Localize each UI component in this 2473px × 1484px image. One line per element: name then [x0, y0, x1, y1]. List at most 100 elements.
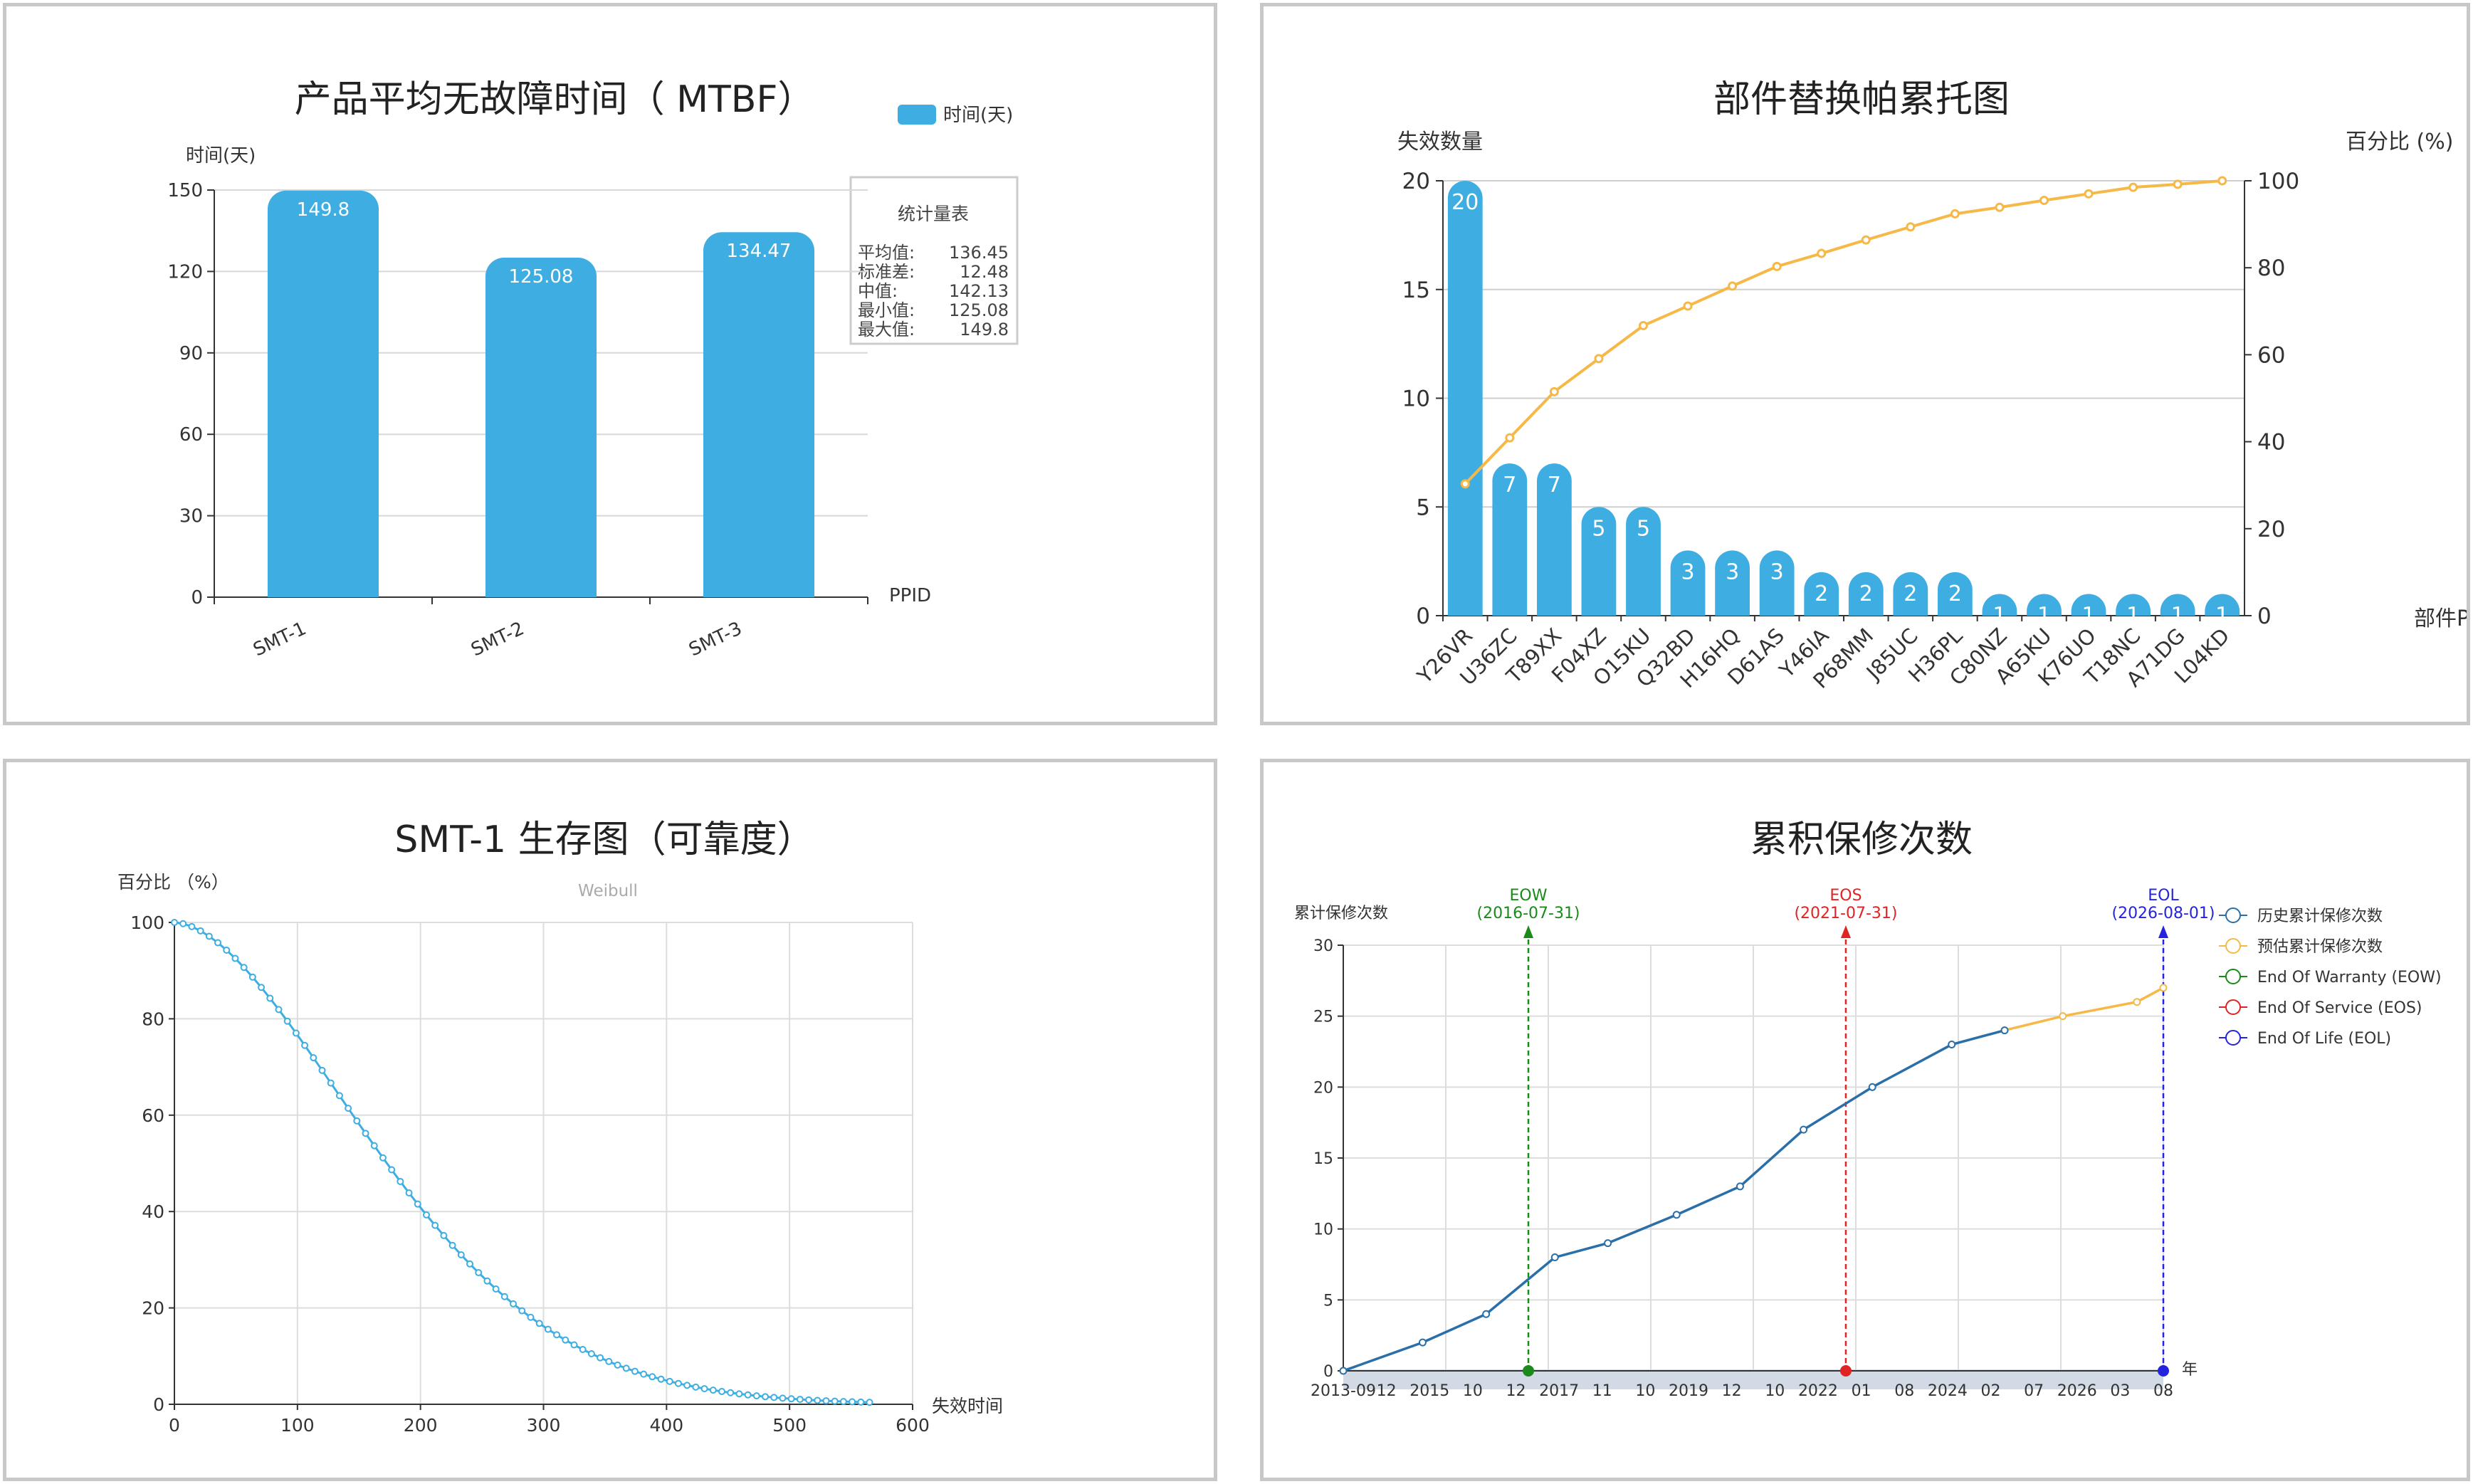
- curve-point: [362, 1130, 369, 1137]
- y-tick-label: 100: [130, 912, 164, 933]
- x-tick-label: 500: [772, 1415, 807, 1436]
- y-tick-label: 0: [191, 587, 203, 609]
- legend-label: End Of Service (EOS): [2257, 999, 2422, 1017]
- legend-label: End Of Warranty (EOW): [2257, 969, 2442, 986]
- curve-point: [475, 1269, 483, 1277]
- marker-date-label: (2016-07-31): [1477, 905, 1580, 922]
- curve-point: [431, 1221, 439, 1229]
- curve-point: [709, 1386, 717, 1394]
- cumulative-point: [2128, 182, 2138, 192]
- marker-point: [2158, 1365, 2169, 1377]
- x-tick-label: 0: [169, 1415, 180, 1436]
- history-point: [1339, 1367, 1348, 1375]
- curve-point: [214, 939, 222, 947]
- legend-swatch: [898, 105, 936, 125]
- curve-point: [518, 1307, 526, 1315]
- marker-point: [1839, 1365, 1852, 1377]
- curve-point: [544, 1325, 552, 1333]
- cumulative-point: [1728, 281, 1738, 291]
- curve-point: [831, 1397, 839, 1405]
- curve-point: [405, 1189, 413, 1197]
- x-tick-label: 11: [1592, 1382, 1612, 1400]
- y-tick-label: 20: [1402, 169, 1430, 194]
- cumulative-point: [1683, 301, 1693, 311]
- y2-tick-label: 20: [2257, 517, 2285, 542]
- x-tick-label: SMT-1: [250, 618, 310, 661]
- curve-point: [674, 1379, 682, 1387]
- x-axis-label: PPID: [889, 585, 931, 606]
- bar: [1848, 572, 1884, 616]
- legend-label: 时间(天): [943, 105, 1013, 126]
- curve-point: [171, 919, 178, 926]
- x-tick-label: 2013-09: [1311, 1382, 1376, 1400]
- x-tick-label: SMT-3: [686, 618, 745, 661]
- cumulative-point: [1817, 248, 1827, 258]
- cumulative-point: [1772, 261, 1782, 271]
- x-axis-label: 年: [2182, 1361, 2198, 1379]
- curve-point: [796, 1396, 804, 1404]
- y-axis-label: 失效数量: [1397, 130, 1483, 154]
- x-axis-label: 部件PN: [2414, 606, 2467, 631]
- history-point: [1672, 1211, 1681, 1219]
- curve-point: [640, 1370, 648, 1378]
- chart-title: SMT-1 生存图（可靠度）: [394, 819, 814, 861]
- curve-point: [735, 1390, 743, 1398]
- y-tick-label: 15: [1402, 278, 1430, 303]
- bar: [2160, 594, 2195, 616]
- curve-point: [301, 1041, 309, 1049]
- curve-point: [727, 1389, 735, 1396]
- curve-point: [527, 1313, 535, 1321]
- y-tick-label: 30: [1313, 937, 1333, 955]
- curve-point: [231, 954, 239, 962]
- curve-point: [318, 1066, 326, 1074]
- x-tick-label: SMT-2: [468, 618, 527, 661]
- bar-value-label: 2: [1859, 582, 1873, 606]
- curve-point: [335, 1092, 343, 1100]
- legend-label: 预估累计保修次数: [2257, 938, 2383, 956]
- pareto-chart-panel: 部件替换帕累托图 失效数量 百分比 (%) 部件PN 0510152002040…: [1260, 3, 2470, 725]
- y-tick-label: 15: [1313, 1150, 1333, 1168]
- cumulative-point: [1639, 320, 1648, 330]
- curve-point: [388, 1166, 396, 1174]
- cumulative-point: [2084, 189, 2094, 199]
- mtbf-chart-panel: 产品平均无故障时间（ MTBF） 时间(天) PPID 时间(天) 统计量表 平…: [3, 3, 1217, 725]
- y-tick-label: 25: [1313, 1009, 1333, 1026]
- history-point: [1418, 1338, 1427, 1347]
- cumulative-point: [1505, 433, 1515, 443]
- bar-value-label: 3: [1681, 559, 1695, 584]
- legend-marker: [2225, 969, 2241, 984]
- cumulative-point: [1906, 222, 1916, 232]
- forecast-point: [2059, 1012, 2067, 1021]
- legend-label: End Of Life (EOL): [2257, 1030, 2391, 1048]
- x-tick-label: 2019: [1669, 1382, 1708, 1400]
- zoom-slider-track: [1343, 1369, 2163, 1389]
- legend-label: 历史累计保修次数: [2257, 907, 2383, 925]
- bar-value-label: 3: [1770, 559, 1784, 584]
- stats-value-median: 142.13: [949, 281, 1009, 301]
- history-point: [2000, 1026, 2009, 1035]
- bar-value-label: 134.47: [727, 241, 792, 262]
- curve-point: [553, 1331, 561, 1339]
- curve-point: [718, 1388, 726, 1396]
- bar: [1804, 572, 1839, 616]
- curve-point: [587, 1350, 595, 1358]
- x-tick-label: 200: [404, 1415, 438, 1436]
- x-tick-label: 08: [2153, 1382, 2173, 1400]
- curve-point: [622, 1364, 630, 1372]
- curve-point: [614, 1361, 621, 1369]
- bar-value-label: 7: [1548, 473, 1561, 498]
- stats-label-median: 中值:: [858, 281, 898, 301]
- curve-point: [805, 1396, 813, 1404]
- curve-point: [353, 1117, 361, 1125]
- bar-value-label: 125.08: [509, 266, 574, 288]
- bar-value-label: 149.8: [297, 199, 350, 221]
- x-tick-label: 100: [280, 1415, 315, 1436]
- forecast-line: [2004, 986, 2164, 1032]
- legend[interactable]: 时间(天): [898, 105, 1013, 126]
- chart-title: 产品平均无故障时间（ MTBF）: [295, 78, 815, 121]
- y-tick-label: 20: [142, 1298, 164, 1319]
- bar: [1937, 572, 1973, 616]
- marker-arrow: [2158, 925, 2168, 938]
